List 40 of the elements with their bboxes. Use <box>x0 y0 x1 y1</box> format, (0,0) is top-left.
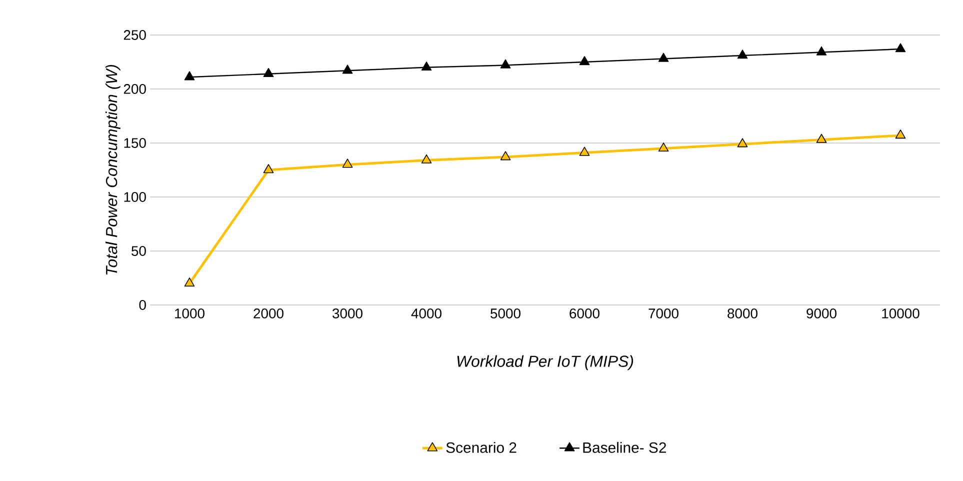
y-tick-label: 250 <box>124 30 146 40</box>
point <box>658 142 669 152</box>
y-tick-label: 150 <box>124 138 146 148</box>
point <box>342 64 353 74</box>
point <box>895 130 906 139</box>
y-axis-title: Total Power Concumption (W) <box>106 64 120 275</box>
y-tick-label: 100 <box>124 192 146 202</box>
point <box>658 52 669 62</box>
x-tick-label: 3000 <box>332 308 362 318</box>
point <box>737 138 748 148</box>
point <box>579 146 590 156</box>
x-tick-label: 9000 <box>806 308 836 318</box>
x-tick-label: 5000 <box>490 308 520 318</box>
point <box>737 50 748 59</box>
point <box>500 59 511 68</box>
point <box>263 68 274 78</box>
point <box>184 71 195 80</box>
point <box>421 154 432 164</box>
x-tick-label: 7000 <box>648 308 678 318</box>
legend-label: Scenario 2 <box>446 442 516 453</box>
point <box>895 43 906 52</box>
x-tick-label: 8000 <box>728 308 758 318</box>
point <box>816 46 827 56</box>
point <box>342 158 353 168</box>
y-tick-label: 200 <box>124 84 146 94</box>
legend-label: Baseline- S2 <box>583 442 666 453</box>
point <box>579 56 590 66</box>
y-tick-label: 50 <box>132 246 146 256</box>
x-tick-label: 1000 <box>175 308 204 318</box>
point <box>816 134 827 143</box>
point <box>263 164 274 174</box>
point <box>184 278 195 287</box>
y-tick-label: 0 <box>139 300 146 310</box>
x-tick-label: 10000 <box>882 308 920 318</box>
x-axis-title: Workload Per IoT (MIPS) <box>457 355 634 370</box>
x-tick-label: 6000 <box>570 308 600 318</box>
x-tick-label: 2000 <box>254 308 284 318</box>
point <box>421 62 432 71</box>
point <box>500 151 511 160</box>
x-tick-label: 4000 <box>411 308 442 318</box>
